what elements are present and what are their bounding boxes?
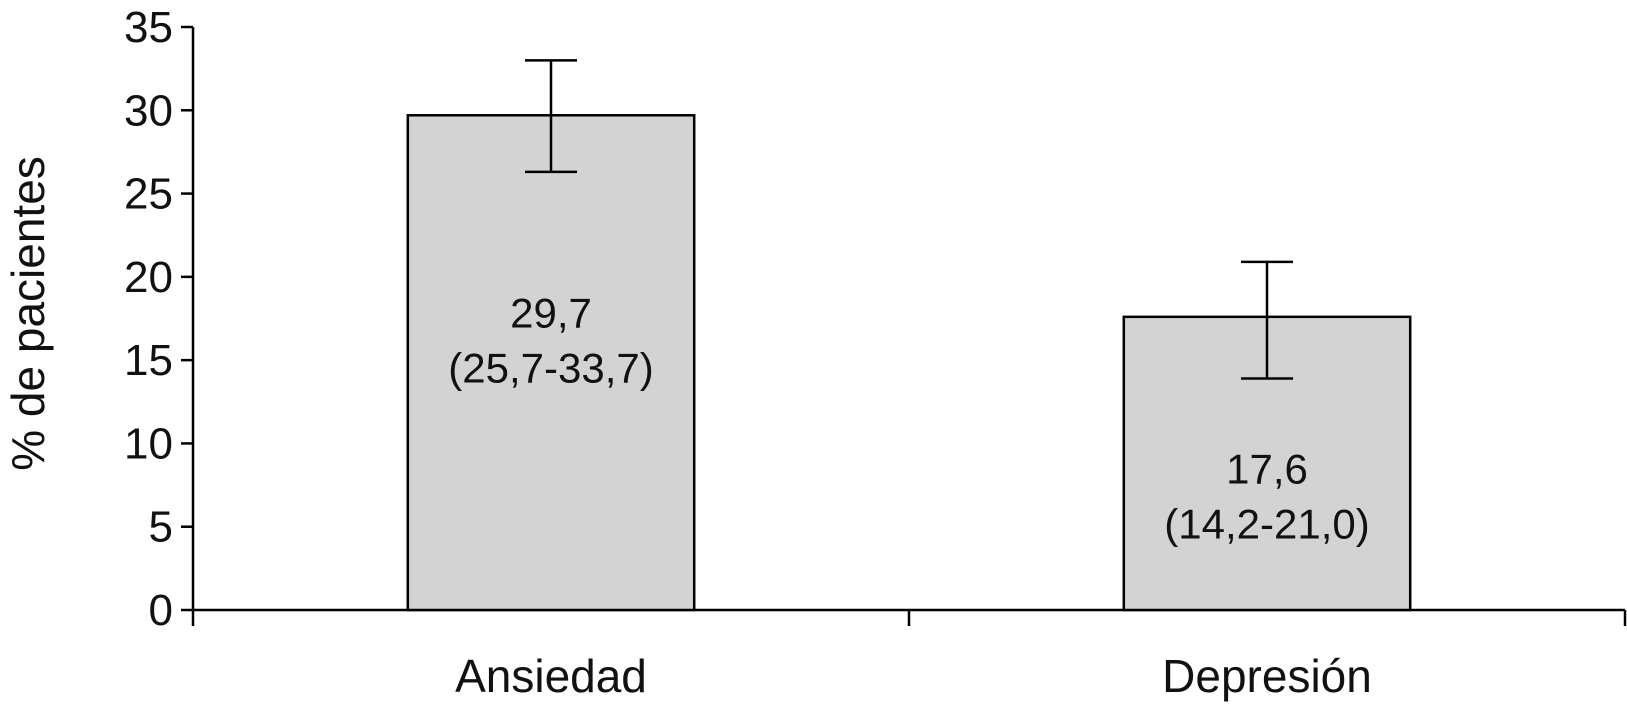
- data-label-value-ansiedad: 29,7: [510, 290, 592, 337]
- y-tick-label-10: 10: [124, 419, 173, 468]
- y-tick-label-20: 20: [124, 253, 173, 302]
- data-label-interval-depresión: (14,2-21,0): [1164, 500, 1369, 547]
- y-tick-label-35: 35: [124, 3, 173, 52]
- y-tick-label-5: 5: [149, 503, 173, 552]
- y-tick-label-15: 15: [124, 336, 173, 385]
- y-axis-title: % de pacientes: [2, 156, 54, 471]
- error-bar-depresión: [1241, 260, 1293, 380]
- y-tick-label-0: 0: [149, 586, 173, 635]
- y-tick-label-30: 30: [124, 86, 173, 135]
- x-category-label-ansiedad: Ansiedad: [455, 650, 647, 702]
- bars-group: 29,7 (25,7-33,7) 17,6 (14,2-21,0): [406, 59, 1412, 612]
- data-label-interval-ansiedad: (25,7-33,7): [448, 345, 653, 392]
- bar-ansiedad: [406, 114, 696, 612]
- x-category-label-depresión: Depresión: [1162, 650, 1372, 702]
- y-tick-label-25: 25: [124, 170, 173, 219]
- x-axis: Ansiedad Depresión: [191, 608, 1627, 702]
- data-label-value-depresión: 17,6: [1226, 445, 1308, 492]
- error-bar-ansiedad: [525, 59, 577, 174]
- y-axis: 0 5 10 15 20 25 30 35: [124, 3, 195, 635]
